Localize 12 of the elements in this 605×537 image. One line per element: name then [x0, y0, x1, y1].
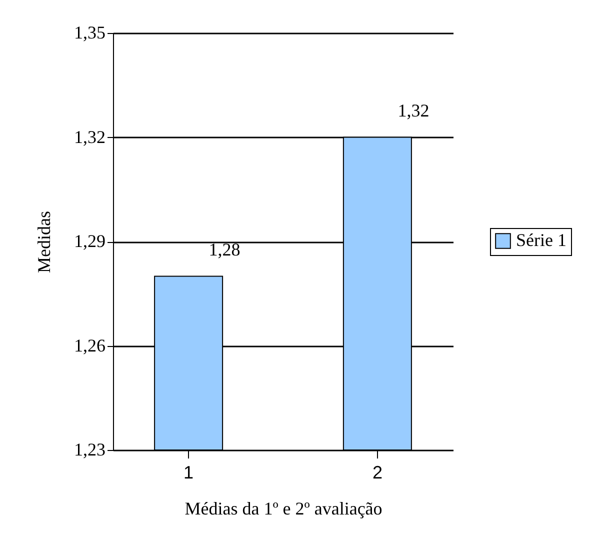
x-axis-title: Médias da 1º e 2º avaliação — [184, 498, 382, 518]
x-tick-label: 2 — [372, 462, 382, 482]
y-tick-label: 1,23 — [74, 440, 106, 460]
y-tick-label: 1,32 — [74, 126, 106, 147]
y-tick-label: 1,26 — [74, 335, 106, 356]
data-label: 1,28 — [208, 239, 240, 260]
data-label: 1,32 — [398, 100, 430, 120]
y-tick-label: 1,35 — [74, 22, 106, 42]
x-tick-label: 1 — [184, 462, 194, 482]
y-tick-label: 1,29 — [74, 231, 106, 251]
legend-label: Série 1 — [516, 230, 566, 250]
y-axis-title: Medidas — [34, 211, 54, 273]
